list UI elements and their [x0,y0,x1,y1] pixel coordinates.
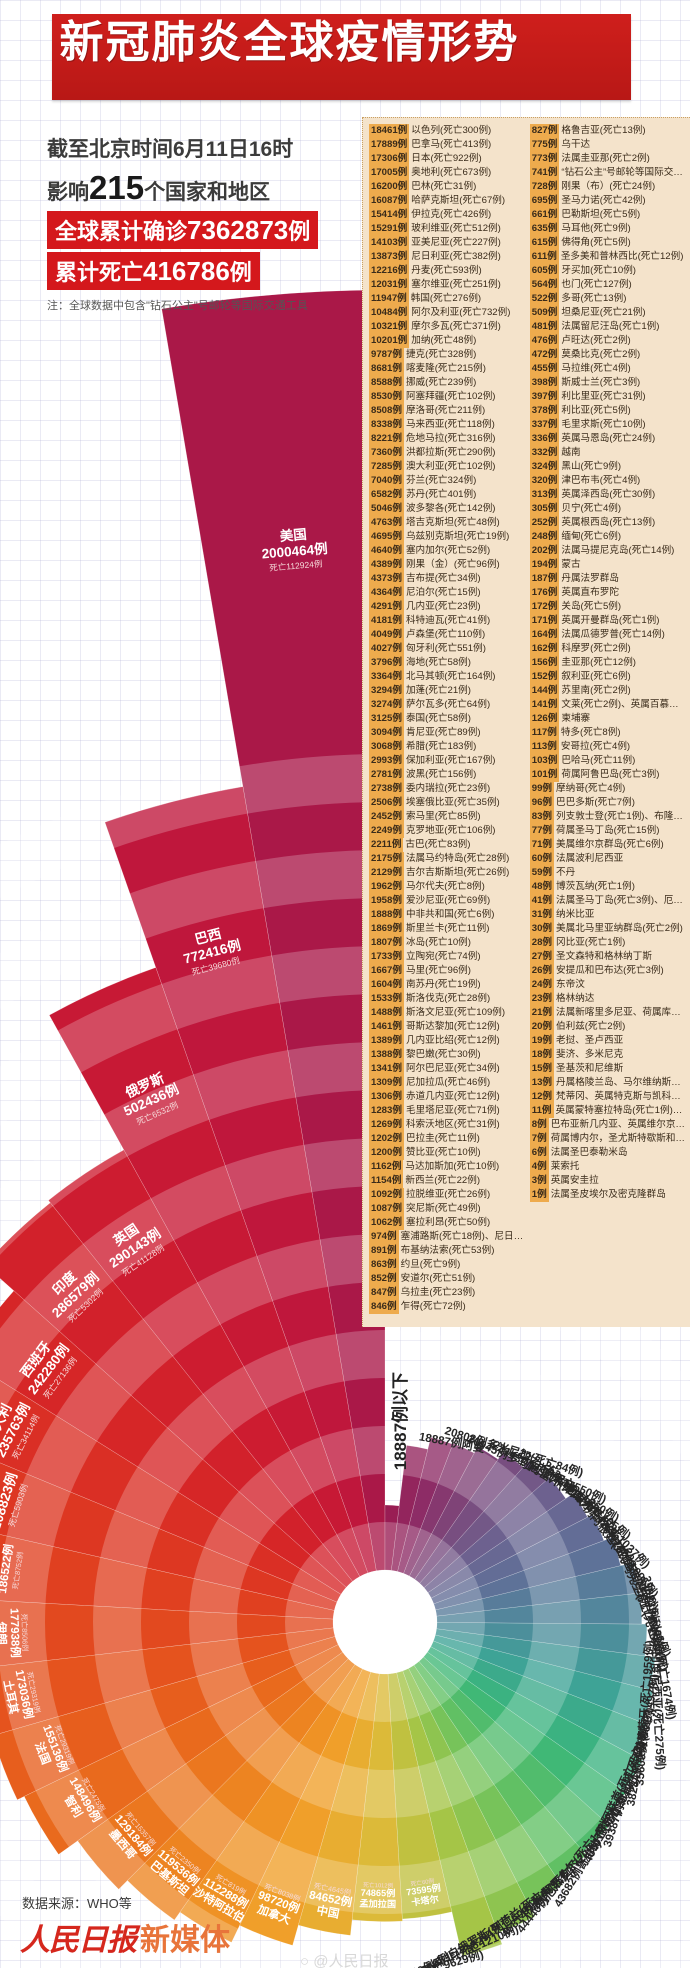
svg-text:美国: 美国 [279,526,307,544]
svg-text:死亡8506例: 死亡8506例 [20,1614,30,1652]
svg-text:18887例以下: 18887例以下 [390,1372,410,1470]
svg-text:孟加拉国: 孟加拉国 [359,1897,396,1909]
